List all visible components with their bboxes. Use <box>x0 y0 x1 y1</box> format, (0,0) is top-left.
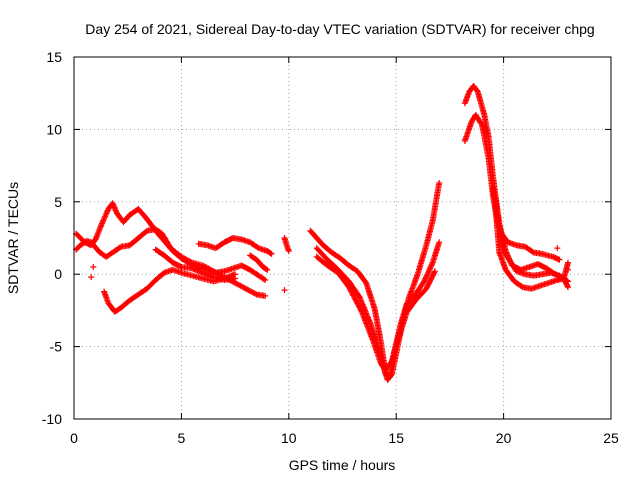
series-trace-10 <box>313 253 438 373</box>
y-tick-label: 0 <box>54 266 62 282</box>
series-trace-2 <box>73 226 269 299</box>
series-trace-6 <box>247 252 271 273</box>
y-axis-ticks: -10 -5 0 5 10 15 <box>42 49 611 427</box>
plot-frame <box>73 56 612 420</box>
y-tick-label: -10 <box>42 411 62 427</box>
marker-path <box>492 198 571 292</box>
x-tick-label: 25 <box>603 430 619 446</box>
series-scattered-points <box>88 245 571 294</box>
series-trace-4 <box>152 246 239 283</box>
marker-path <box>88 245 571 294</box>
marker-path <box>313 253 438 373</box>
marker-path <box>73 226 269 299</box>
y-tick-label: 10 <box>46 121 62 137</box>
y-axis-label: SDTVAR / TECUs <box>5 182 21 294</box>
x-tick-label: 10 <box>281 430 297 446</box>
marker-path <box>247 252 271 273</box>
data-markers <box>73 83 571 383</box>
x-tick-label: 5 <box>178 430 186 446</box>
x-tick-label: 20 <box>496 430 512 446</box>
y-tick-label: 5 <box>54 194 62 210</box>
marker-path <box>195 235 275 257</box>
x-axis-ticks: 0 5 10 15 20 25 <box>70 57 619 446</box>
x-axis-label: GPS time / hours <box>289 457 396 473</box>
y-tick-label: -5 <box>50 339 63 355</box>
series-trace-14 <box>492 198 571 292</box>
y-tick-label: 15 <box>46 49 62 65</box>
x-tick-label: 15 <box>388 430 404 446</box>
series-trace-5 <box>195 235 275 257</box>
chart-title: Day 254 of 2021, Sidereal Day-to-day VTE… <box>85 21 594 37</box>
marker-path <box>281 235 292 254</box>
marker-path <box>152 246 239 283</box>
series-trace-7 <box>281 235 292 254</box>
x-tick-label: 0 <box>70 430 78 446</box>
